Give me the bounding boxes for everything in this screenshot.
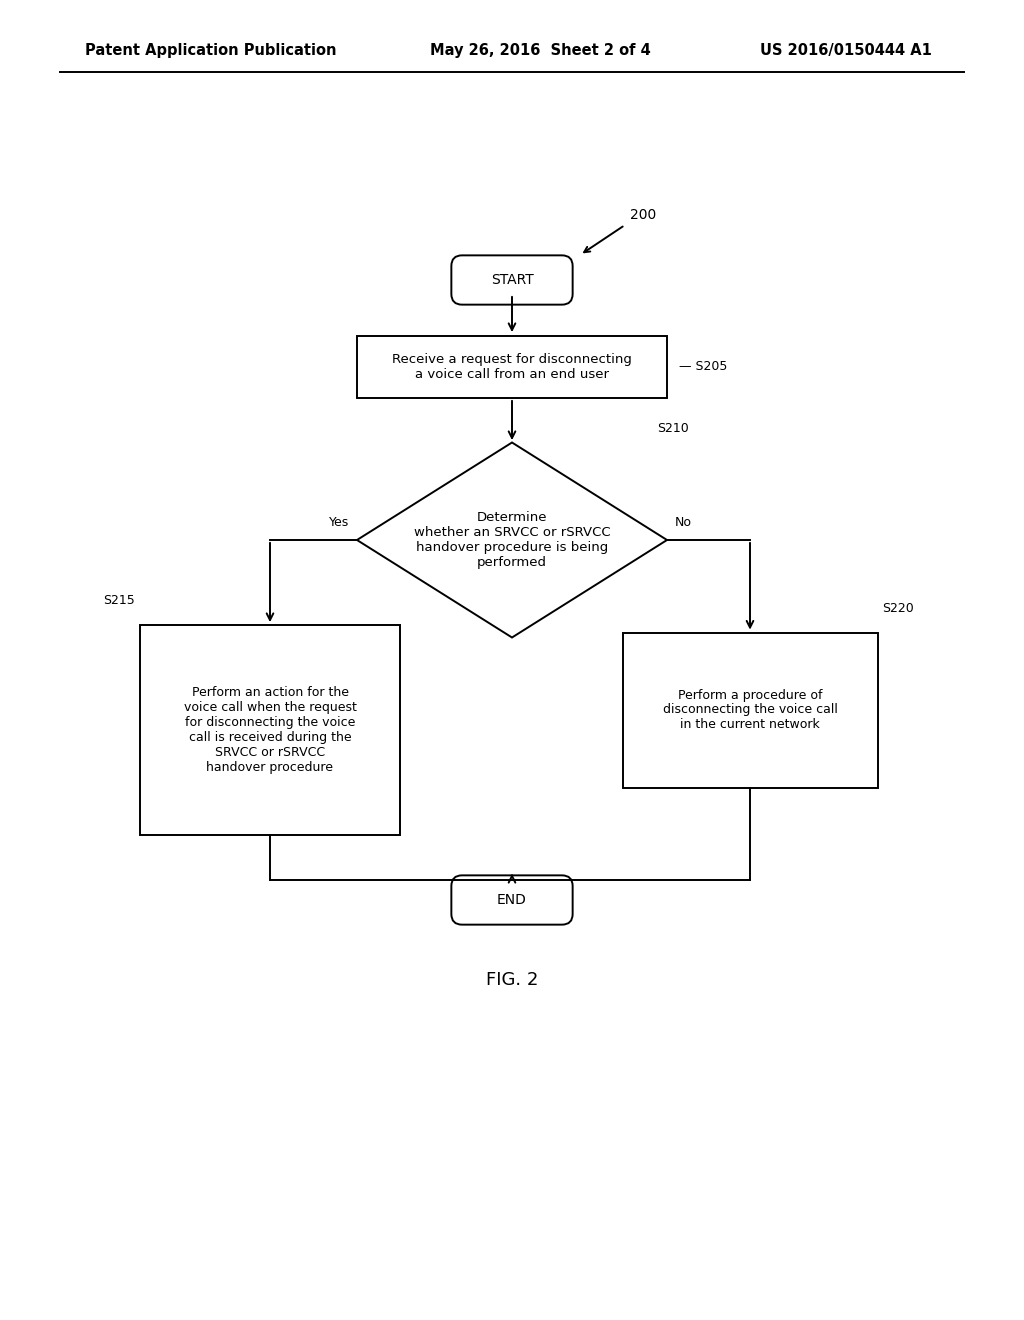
Text: 200: 200 <box>630 209 656 222</box>
FancyBboxPatch shape <box>623 632 878 788</box>
Text: Yes: Yes <box>329 516 349 528</box>
FancyBboxPatch shape <box>140 624 400 836</box>
Text: END: END <box>497 894 527 907</box>
Text: START: START <box>490 273 534 286</box>
Text: US 2016/0150444 A1: US 2016/0150444 A1 <box>760 42 932 58</box>
Text: Determine
whether an SRVCC or rSRVCC
handover procedure is being
performed: Determine whether an SRVCC or rSRVCC han… <box>414 511 610 569</box>
Text: Perform a procedure of
disconnecting the voice call
in the current network: Perform a procedure of disconnecting the… <box>663 689 838 731</box>
Polygon shape <box>357 442 667 638</box>
FancyBboxPatch shape <box>452 875 572 924</box>
Text: No: No <box>675 516 692 528</box>
Text: Patent Application Publication: Patent Application Publication <box>85 42 337 58</box>
Text: S210: S210 <box>657 421 689 434</box>
Text: Perform an action for the
voice call when the request
for disconnecting the voic: Perform an action for the voice call whe… <box>183 686 356 774</box>
Text: S215: S215 <box>103 594 135 607</box>
FancyBboxPatch shape <box>452 255 572 305</box>
Text: FIG. 2: FIG. 2 <box>485 972 539 989</box>
Text: Receive a request for disconnecting
a voice call from an end user: Receive a request for disconnecting a vo… <box>392 352 632 381</box>
Text: S220: S220 <box>883 602 914 615</box>
FancyBboxPatch shape <box>357 337 667 399</box>
Text: — S205: — S205 <box>679 360 727 374</box>
Text: May 26, 2016  Sheet 2 of 4: May 26, 2016 Sheet 2 of 4 <box>430 42 650 58</box>
